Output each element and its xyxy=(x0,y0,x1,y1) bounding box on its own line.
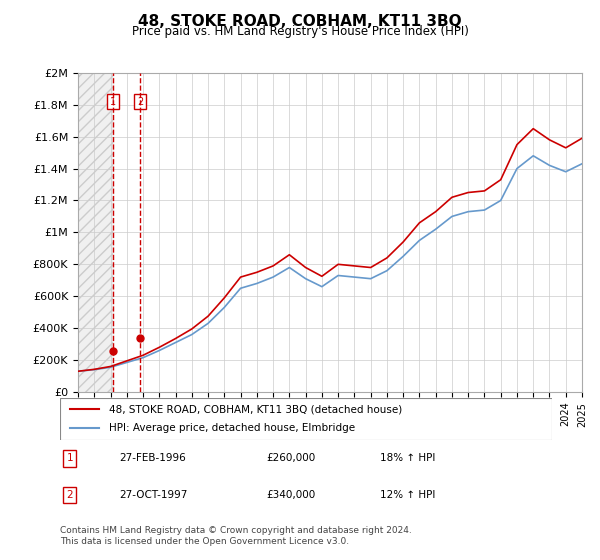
Text: 1: 1 xyxy=(110,96,116,106)
Text: 27-OCT-1997: 27-OCT-1997 xyxy=(119,490,187,500)
Text: 48, STOKE ROAD, COBHAM, KT11 3BQ (detached house): 48, STOKE ROAD, COBHAM, KT11 3BQ (detach… xyxy=(109,404,403,414)
Text: 12% ↑ HPI: 12% ↑ HPI xyxy=(380,490,435,500)
FancyBboxPatch shape xyxy=(60,398,552,440)
Text: Contains HM Land Registry data © Crown copyright and database right 2024.
This d: Contains HM Land Registry data © Crown c… xyxy=(60,526,412,546)
Text: 18% ↑ HPI: 18% ↑ HPI xyxy=(380,454,435,464)
Text: 48, STOKE ROAD, COBHAM, KT11 3BQ: 48, STOKE ROAD, COBHAM, KT11 3BQ xyxy=(138,14,462,29)
Bar xyxy=(78,73,113,392)
Text: 1: 1 xyxy=(67,454,73,464)
Bar xyxy=(78,73,113,392)
Text: 2: 2 xyxy=(137,96,143,106)
Text: HPI: Average price, detached house, Elmbridge: HPI: Average price, detached house, Elmb… xyxy=(109,423,355,433)
Text: 2: 2 xyxy=(67,490,73,500)
Text: Price paid vs. HM Land Registry's House Price Index (HPI): Price paid vs. HM Land Registry's House … xyxy=(131,25,469,38)
Text: 27-FEB-1996: 27-FEB-1996 xyxy=(119,454,186,464)
Text: £260,000: £260,000 xyxy=(266,454,316,464)
Text: £340,000: £340,000 xyxy=(266,490,316,500)
